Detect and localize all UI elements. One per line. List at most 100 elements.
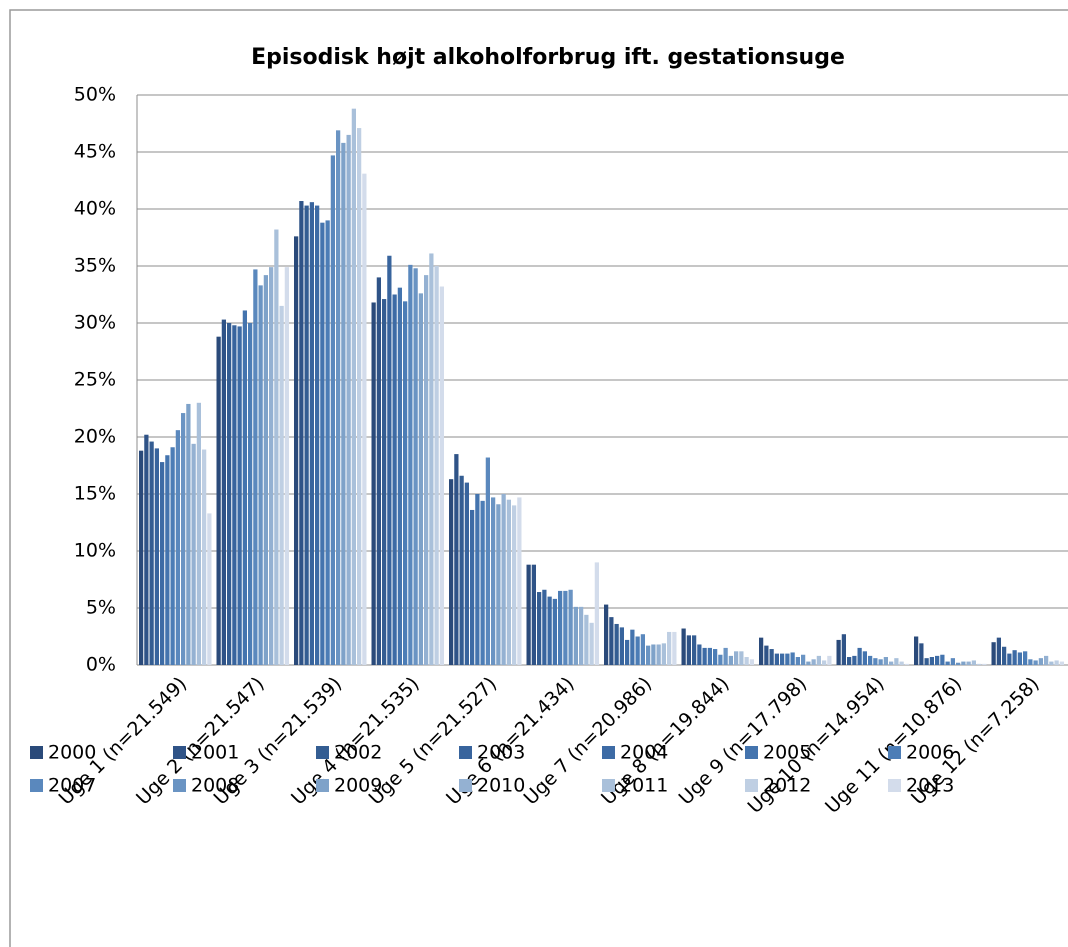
bar [1054,660,1059,665]
bar [480,500,485,665]
bar [1059,661,1064,665]
y-tick-label: 10% [74,540,116,562]
bar [357,128,362,665]
bar [982,663,987,665]
bar [449,479,454,665]
bar [977,663,982,665]
bar [651,644,656,665]
bar [221,319,226,665]
legend-swatch [316,746,329,759]
bar [604,604,609,665]
bar [707,647,712,665]
bar [526,564,531,665]
legend-swatch [602,746,615,759]
bar [619,627,624,665]
bar [718,654,723,665]
legend-label: 2011 [620,775,668,797]
legend-label: 2009 [334,775,382,797]
legend-label: 2010 [477,775,525,797]
bar [284,267,289,665]
bar [165,455,170,665]
bar [1012,650,1017,665]
bar [573,606,578,665]
bar [434,266,439,665]
bar [216,336,221,665]
bar [594,562,599,665]
y-tick-label: 35% [74,255,116,277]
bar [836,639,841,665]
bar [744,657,749,665]
bar [299,201,304,665]
bar [330,155,335,666]
bar [429,253,434,665]
bar [403,301,408,665]
bar [568,589,573,665]
bar [609,617,614,665]
bar [227,323,232,665]
bar [816,655,821,665]
bar [139,450,144,665]
bar [661,643,666,665]
legend-swatch [745,779,758,792]
bar [1007,653,1012,665]
legend-label: 2005 [763,742,811,764]
y-tick-label: 0% [86,654,116,676]
bar [418,293,423,665]
bar [196,402,201,665]
bar [966,661,971,665]
bar [144,434,149,665]
legend-label: 2003 [477,742,525,764]
legend-label: 2012 [763,775,811,797]
bar [924,658,929,665]
bar [341,142,346,665]
bar [459,475,464,665]
legend-swatch [745,746,758,759]
bar [242,310,247,665]
legend-swatch [173,746,186,759]
bar [512,505,517,665]
bar [351,108,356,666]
bar [531,564,536,665]
bar [547,596,552,665]
bar [971,660,976,665]
bar [1044,655,1049,665]
bar [806,661,811,665]
bar [945,661,950,665]
bar [646,645,651,665]
bar [795,657,800,665]
bar [996,637,1001,665]
bar [248,323,253,665]
bar [1033,660,1038,665]
bar [274,229,279,665]
bar [852,655,857,665]
bar [464,482,469,665]
bar [630,629,635,665]
bar [207,513,212,665]
bar [1049,661,1054,665]
bar [1017,652,1022,665]
bar [667,631,672,665]
bar [961,661,966,665]
bar [656,644,661,665]
legend-swatch [173,779,186,792]
bar [325,220,330,665]
bar [914,636,919,665]
bar [202,449,207,665]
y-tick-label: 25% [74,369,116,391]
bar [186,403,191,665]
y-tick-label: 30% [74,312,116,334]
bar [991,642,996,665]
bar [382,299,387,665]
bar [346,134,351,665]
bar [811,659,816,665]
bar [785,653,790,665]
bar [759,637,764,665]
bar [558,590,563,665]
y-tick-label: 5% [86,597,116,619]
bar [822,660,827,665]
y-tick-label: 15% [74,483,116,505]
bar [635,636,640,665]
bar [237,326,242,665]
bar [889,661,894,665]
